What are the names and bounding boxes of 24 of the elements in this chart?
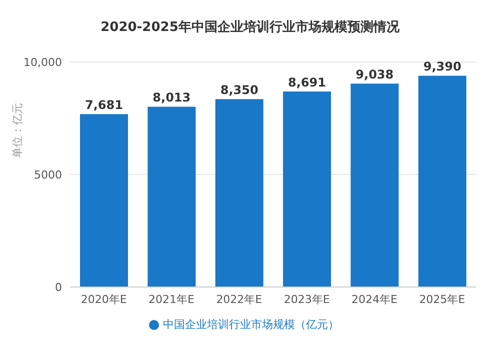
- bar: [418, 76, 466, 287]
- x-tick-label: 2021年E: [148, 292, 195, 306]
- x-tick-label: 2025年E: [419, 292, 466, 306]
- data-label: 9,390: [423, 60, 462, 74]
- data-label: 8,350: [220, 83, 258, 98]
- y-tick-label: 10,000: [24, 56, 62, 69]
- x-tick-label: 2023年E: [284, 292, 330, 306]
- y-tick-label: 5000: [34, 168, 62, 182]
- data-label: 9,038: [356, 68, 394, 82]
- bar: [148, 106, 196, 287]
- x-tick-label: 2022年E: [216, 292, 262, 306]
- data-label: 8,013: [152, 90, 191, 105]
- chart-title: 2020-2025年中国企业培训行业市场规模预测情况: [100, 18, 400, 37]
- x-tick-label: 2024年E: [352, 292, 398, 306]
- data-label: 8,691: [288, 75, 326, 90]
- x-tick-label: 2020年E: [80, 292, 127, 306]
- legend-label: 中国企业培训行业市场规模（亿元）: [163, 318, 339, 331]
- bar: [283, 91, 331, 287]
- bar: [80, 114, 128, 287]
- bar: [215, 99, 264, 287]
- y-tick-label: 0: [55, 280, 62, 294]
- data-label: 7,681: [85, 98, 123, 112]
- bar: [350, 84, 399, 287]
- y-axis-title: 单位：亿元: [10, 103, 25, 158]
